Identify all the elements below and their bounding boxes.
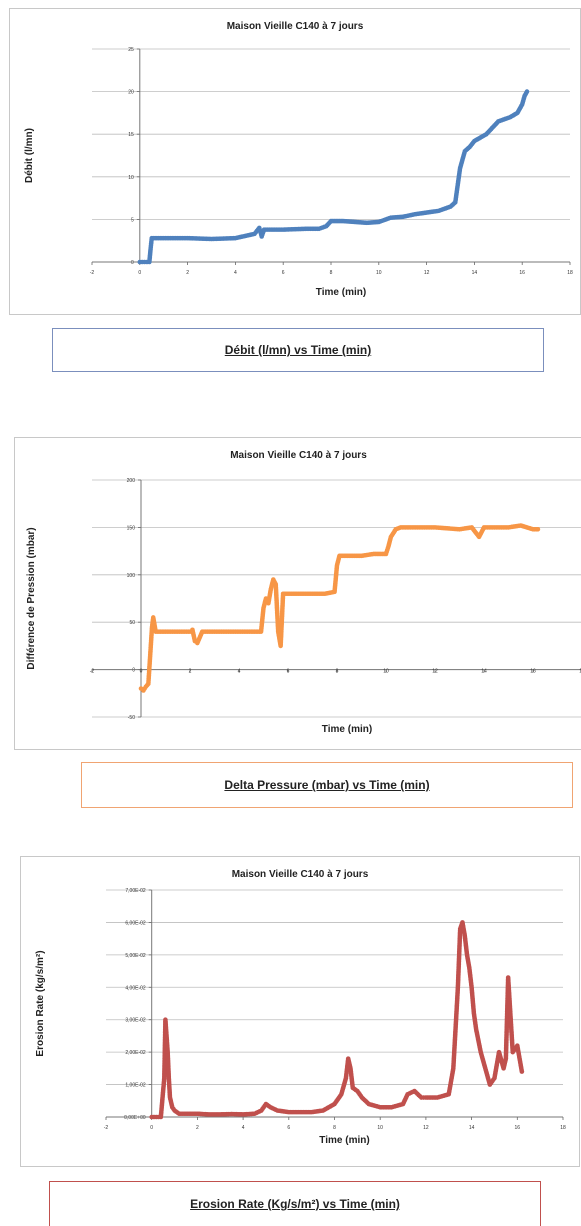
chart-panel-pressure: Maison Vieille C140 à 7 jours -50 0 50 100 15… <box>14 437 581 750</box>
x-tick-label: 0 <box>140 669 143 675</box>
y-tick-label: 2,00E-02 <box>125 1050 146 1056</box>
data-point <box>519 1069 525 1074</box>
x-tick-label: 14 <box>469 1125 475 1131</box>
y-tick-label: 3,00E-02 <box>125 1018 146 1024</box>
series-markers <box>149 920 525 1120</box>
series-markers <box>137 89 530 265</box>
chart-panel-debit: Maison Vieille C140 à 7 jours 0 5 10 15 20 25-… <box>9 8 581 315</box>
chart-title: Maison Vieille C140 à 7 jours <box>227 21 364 32</box>
x-tick-label: 0 <box>150 1125 153 1131</box>
x-axis-label: Time (min) <box>322 724 372 735</box>
chart-svg-pressure: Maison Vieille C140 à 7 jours-5005010015… <box>26 450 581 735</box>
x-tick-label: 2 <box>189 669 192 675</box>
y-tick-label: 5,00E-02 <box>125 953 146 959</box>
x-tick-label: 18 <box>567 270 573 276</box>
y-tick-label: 50 <box>129 620 135 626</box>
chart-title: Maison Vieille C140 à 7 jours <box>230 450 367 461</box>
y-tick-label: 0 <box>132 668 135 674</box>
y-tick-label: 100 <box>127 573 136 579</box>
x-tick-label: 18 <box>560 1125 566 1131</box>
x-tick-label: 16 <box>530 669 536 675</box>
y-axis-label: Différence de Pression (mbar) <box>26 527 37 669</box>
x-tick-label: -2 <box>90 270 95 276</box>
x-axis-label: Time (min) <box>316 287 366 298</box>
y-tick-label: 5 <box>131 217 134 223</box>
chart-panel-erosion: Maison Vieille C140 à 7 jours 0,00E+00 1,0… <box>20 856 580 1167</box>
x-tick-label: 4 <box>238 669 241 675</box>
x-tick-label: 8 <box>336 669 339 675</box>
x-tick-label: 6 <box>287 1125 290 1131</box>
x-tick-label: 12 <box>423 1125 429 1131</box>
x-tick-label: 12 <box>432 669 438 675</box>
chart-svg-debit: Maison Vieille C140 à 7 jours0510152025-… <box>24 21 573 298</box>
y-tick-label: 4,00E-02 <box>125 985 146 991</box>
y-tick-label: -50 <box>128 715 135 721</box>
y-axis-label: Débit (l/mn) <box>24 128 35 183</box>
x-tick-label: 14 <box>481 669 487 675</box>
caption-debit: Débit (l/mn) vs Time (min) <box>52 328 544 372</box>
x-tick-label: 18 <box>579 669 581 675</box>
y-tick-label: 25 <box>128 47 134 53</box>
caption-pressure: Delta Pressure (mbar) vs Time (min) <box>81 762 573 808</box>
x-tick-label: 14 <box>472 270 478 276</box>
x-tick-label: 16 <box>515 1125 521 1131</box>
x-tick-label: -2 <box>90 669 95 675</box>
y-tick-label: 7,00E-02 <box>125 888 146 894</box>
data-point <box>524 89 530 94</box>
data-point <box>535 526 541 532</box>
y-tick-label: 0,00E+00 <box>124 1115 146 1121</box>
x-tick-label: 6 <box>287 669 290 675</box>
series-markers <box>138 523 541 693</box>
x-tick-label: 10 <box>383 669 389 675</box>
x-tick-label: 2 <box>196 1125 199 1131</box>
x-tick-label: 16 <box>519 270 525 276</box>
y-tick-label: 0 <box>131 260 134 266</box>
x-tick-label: 8 <box>333 1125 336 1131</box>
x-tick-label: 10 <box>376 270 382 276</box>
x-tick-label: 10 <box>377 1125 383 1131</box>
y-tick-label: 1,00E-02 <box>125 1083 146 1089</box>
y-tick-label: 150 <box>127 525 136 531</box>
chart-svg-erosion: Maison Vieille C140 à 7 jours 0,00E+00 1,0… <box>35 869 566 1146</box>
x-tick-label: 0 <box>138 270 141 276</box>
y-tick-label: 200 <box>127 478 136 484</box>
y-tick-label: 10 <box>128 175 134 181</box>
y-tick-label: 20 <box>128 90 134 96</box>
x-tick-label: 12 <box>424 270 430 276</box>
x-tick-label: 2 <box>186 270 189 276</box>
x-tick-label: -2 <box>104 1125 109 1131</box>
y-axis-label: Erosion Rate (kg/s/m²) <box>35 950 46 1056</box>
x-tick-label: 4 <box>234 270 237 276</box>
y-tick-label: 15 <box>128 132 134 138</box>
x-tick-label: 6 <box>282 270 285 276</box>
caption-erosion: Erosion Rate (Kg/s/m²) vs Time (min) <box>49 1181 541 1226</box>
x-tick-label: 4 <box>242 1125 245 1131</box>
x-axis-label: Time (min) <box>319 1135 369 1146</box>
y-tick-label: 6,00E-02 <box>125 920 146 926</box>
chart-title: Maison Vieille C140 à 7 jours <box>232 869 369 880</box>
x-tick-label: 8 <box>330 270 333 276</box>
